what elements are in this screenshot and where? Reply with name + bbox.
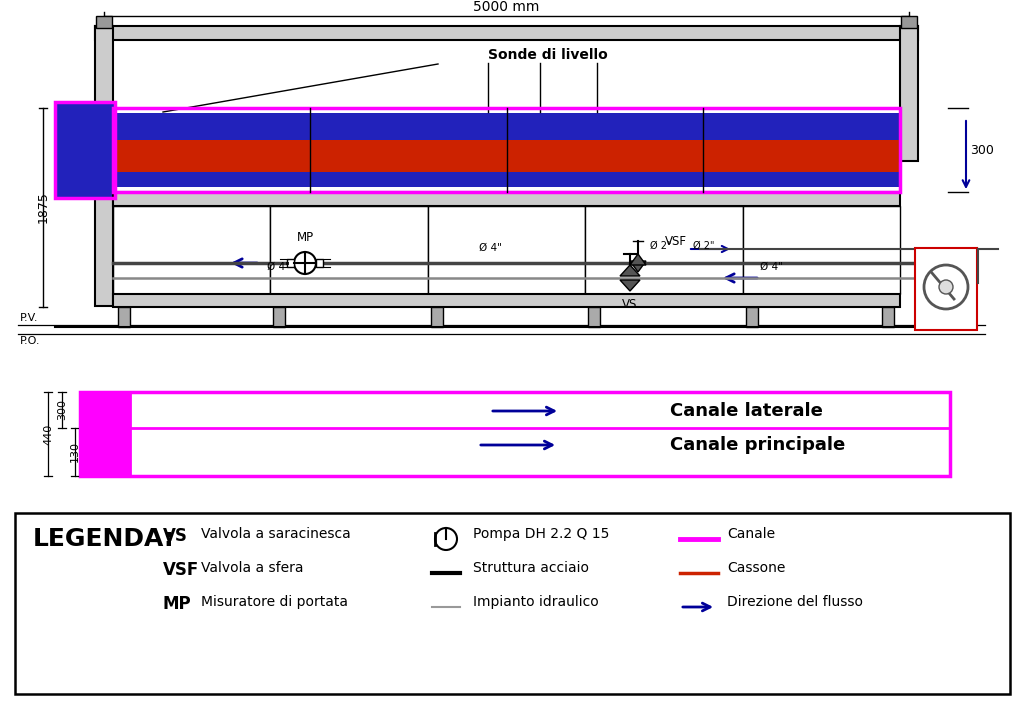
Text: Direzione del flusso: Direzione del flusso — [727, 595, 863, 609]
Bar — [113, 108, 900, 113]
Text: VSF: VSF — [163, 561, 200, 579]
Text: Misuratore di portata: Misuratore di portata — [201, 595, 348, 609]
Text: Pompa DH 2.2 Q 15: Pompa DH 2.2 Q 15 — [473, 527, 609, 541]
Bar — [316, 259, 323, 267]
Bar — [900, 26, 918, 161]
Bar — [428, 206, 585, 294]
Text: Sonde di livello: Sonde di livello — [488, 48, 608, 62]
Bar — [113, 108, 900, 192]
Text: 300: 300 — [970, 144, 994, 156]
Bar — [80, 392, 950, 476]
Bar — [882, 307, 894, 327]
Bar — [113, 294, 900, 307]
Text: Struttura acciaio: Struttura acciaio — [473, 561, 589, 575]
Bar — [55, 102, 115, 198]
Bar — [901, 16, 918, 28]
Text: VS: VS — [623, 298, 638, 311]
Text: VSF: VSF — [665, 235, 687, 248]
Bar — [118, 307, 130, 327]
Text: Ø 4": Ø 4" — [478, 243, 502, 253]
Circle shape — [294, 252, 316, 274]
Bar — [113, 206, 270, 294]
Text: P.V.: P.V. — [20, 313, 39, 323]
Text: MP: MP — [296, 231, 313, 244]
Text: LEGENDA:: LEGENDA: — [33, 527, 175, 551]
Bar — [588, 307, 600, 327]
Text: 300: 300 — [57, 400, 67, 421]
Text: Canale principale: Canale principale — [670, 436, 845, 454]
Text: Valvola a sfera: Valvola a sfera — [201, 561, 303, 575]
Text: 440: 440 — [43, 423, 53, 444]
Text: Impianto idraulico: Impianto idraulico — [473, 595, 599, 609]
Text: Ø 4": Ø 4" — [267, 262, 290, 272]
Polygon shape — [630, 261, 646, 272]
Bar — [113, 108, 900, 192]
Bar — [113, 140, 900, 172]
Bar — [915, 248, 977, 330]
Text: Valvola a saracinesca: Valvola a saracinesca — [201, 527, 351, 541]
Circle shape — [939, 280, 953, 294]
Bar — [273, 307, 286, 327]
Polygon shape — [630, 254, 646, 265]
Bar — [113, 192, 900, 206]
Polygon shape — [620, 265, 640, 276]
Text: 1875: 1875 — [37, 191, 49, 224]
Bar — [742, 206, 900, 294]
Bar — [585, 206, 742, 294]
Bar — [55, 102, 115, 198]
Bar — [15, 513, 1010, 694]
Polygon shape — [620, 280, 640, 291]
Text: 130: 130 — [70, 442, 80, 463]
Text: Canale: Canale — [727, 527, 775, 541]
Bar — [113, 172, 900, 192]
Text: Ø 4": Ø 4" — [760, 262, 783, 272]
Text: Ø 2": Ø 2" — [693, 241, 715, 251]
Bar — [80, 392, 130, 476]
Bar — [270, 206, 428, 294]
Bar — [95, 26, 918, 40]
Bar — [95, 26, 113, 306]
Bar — [96, 16, 112, 28]
Bar — [431, 307, 442, 327]
Text: Cassone: Cassone — [727, 561, 785, 575]
Text: 5000 mm: 5000 mm — [473, 0, 540, 14]
Text: P.O.: P.O. — [20, 336, 41, 346]
Text: Canale laterale: Canale laterale — [670, 402, 823, 420]
Bar — [287, 259, 294, 267]
Bar — [113, 187, 900, 192]
Text: VS: VS — [163, 527, 187, 545]
Text: Ø 2": Ø 2" — [650, 241, 672, 251]
Bar — [113, 108, 900, 140]
Text: MP: MP — [163, 595, 191, 613]
Bar — [745, 307, 758, 327]
